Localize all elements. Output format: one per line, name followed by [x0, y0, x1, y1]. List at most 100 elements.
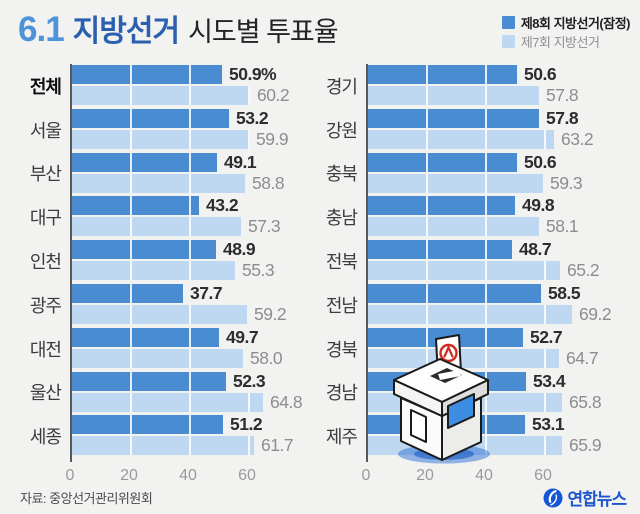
gridline: [426, 86, 428, 105]
gridline: [426, 196, 428, 216]
gridline: [189, 108, 191, 128]
legend-swatch-8th: [501, 16, 515, 29]
gridline: [189, 196, 191, 216]
category-label-대전: 대전: [29, 339, 62, 360]
gridline: [426, 129, 428, 149]
bar-8th-광주: [72, 283, 183, 303]
bar-8th-인천: [72, 240, 216, 260]
gridline: [189, 415, 191, 435]
bar-row-부산: 49.1 58.8: [72, 152, 314, 196]
gridline: [130, 173, 132, 193]
bar-8th-충북: [368, 152, 517, 172]
category-label-세종: 세종: [29, 427, 62, 448]
bar-8th-충남: [368, 196, 515, 216]
value-7th-광주: 59.2: [254, 303, 287, 324]
bar-row-세종: 51.2 61.7: [72, 414, 314, 458]
bar-8th-세종: [72, 415, 223, 435]
bar-7th-서울: [72, 129, 249, 149]
value-8th-서울: 53.2: [236, 107, 269, 128]
value-8th-경기: 50.6: [524, 64, 557, 84]
bar-8th-부산: [72, 152, 217, 172]
gridline: [426, 65, 428, 84]
gridline: [130, 371, 132, 391]
bar-8th-경기: [368, 65, 517, 84]
value-8th-대전: 49.7: [226, 326, 259, 347]
value-8th-대구: 43.2: [206, 195, 239, 216]
value-8th-제주: 53.1: [532, 414, 565, 435]
value-8th-광주: 37.7: [190, 282, 223, 303]
bar-7th-경남: [368, 392, 562, 412]
bar-row-인천: 48.9 55.3: [72, 239, 314, 283]
gridline: [544, 304, 546, 324]
gridline: [485, 129, 487, 149]
bar-7th-부산: [72, 173, 245, 193]
gridline: [130, 327, 132, 347]
gridline: [544, 129, 546, 149]
axis-tick-20: 20: [416, 467, 434, 484]
gridline: [189, 392, 191, 412]
bar-8th-전체: [72, 65, 222, 84]
bar-8th-경남: [368, 371, 526, 391]
gridline: [485, 108, 487, 128]
bar-row-충북: 50.6 59.3: [368, 152, 624, 196]
value-8th-충북: 50.6: [524, 151, 557, 172]
category-labels-right: 경기 강원 충북 충남 전북 전남 경북 경남 제주: [320, 64, 366, 458]
gridline: [130, 261, 132, 281]
bar-row-경북: 52.7 64.7: [368, 327, 624, 371]
bar-8th-대구: [72, 196, 199, 216]
value-7th-세종: 61.7: [261, 435, 294, 456]
category-label-부산: 부산: [29, 164, 62, 185]
gridline: [130, 304, 132, 324]
bar-row-광주: 37.7 59.2: [72, 283, 314, 327]
gridline: [426, 217, 428, 237]
gridline: [426, 261, 428, 281]
bar-7th-대전: [72, 348, 243, 368]
category-label-대구: 대구: [29, 208, 62, 229]
bar-7th-경북: [368, 348, 559, 368]
gridline: [189, 327, 191, 347]
title-election-name: 지방선거: [72, 15, 180, 48]
gridline: [485, 371, 487, 391]
value-7th-인천: 55.3: [242, 260, 275, 281]
bar-row-제주: 53.1 65.9: [368, 414, 624, 458]
gridline: [189, 173, 191, 193]
legend: 제8회 지방선거(잠정) 제7회 지방선거: [501, 15, 631, 50]
bar-row-경남: 53.4 65.8: [368, 371, 624, 415]
value-8th-강원: 57.8: [546, 107, 579, 128]
gridline: [248, 129, 249, 149]
category-label-인천: 인천: [29, 252, 62, 273]
gridline: [189, 371, 191, 391]
bar-row-강원: 57.8 63.2: [368, 108, 624, 152]
news-agency-logo: 연합뉴스: [543, 485, 627, 510]
bar-row-울산: 52.3 64.8: [72, 371, 314, 415]
gridline: [189, 217, 191, 237]
value-7th-경북: 64.7: [566, 347, 599, 368]
bar-row-전체: 50.9% 60.2: [72, 64, 314, 108]
bar-7th-충남: [368, 217, 539, 237]
gridline: [189, 240, 191, 260]
gridline: [426, 327, 428, 347]
bar-8th-제주: [368, 415, 525, 435]
bar-7th-인천: [72, 261, 235, 281]
gridline: [130, 217, 132, 237]
value-7th-강원: 63.2: [561, 128, 594, 149]
gridline: [426, 436, 428, 456]
value-7th-대구: 57.3: [248, 216, 281, 237]
gridline: [189, 65, 191, 84]
gridline: [485, 240, 487, 260]
gridline: [426, 173, 428, 193]
gridline: [485, 152, 487, 172]
gridline: [189, 86, 191, 105]
plot-area-right: 50.6 57.8 57.8 63.2 50.6 59.3 49.8 58.1 48.7 65.2…: [366, 64, 624, 464]
gridline: [426, 108, 428, 128]
gridline: [130, 348, 132, 368]
gridline: [485, 65, 487, 84]
value-7th-제주: 65.9: [569, 435, 602, 456]
category-label-강원: 강원: [325, 120, 358, 141]
bar-row-충남: 49.8 58.1: [368, 195, 624, 239]
bar-row-전남: 58.5 69.2: [368, 283, 624, 327]
axis-tick-40: 40: [179, 467, 197, 484]
bar-8th-울산: [72, 371, 226, 391]
bar-row-경기: 50.6 57.8: [368, 64, 624, 108]
bar-7th-광주: [72, 304, 247, 324]
